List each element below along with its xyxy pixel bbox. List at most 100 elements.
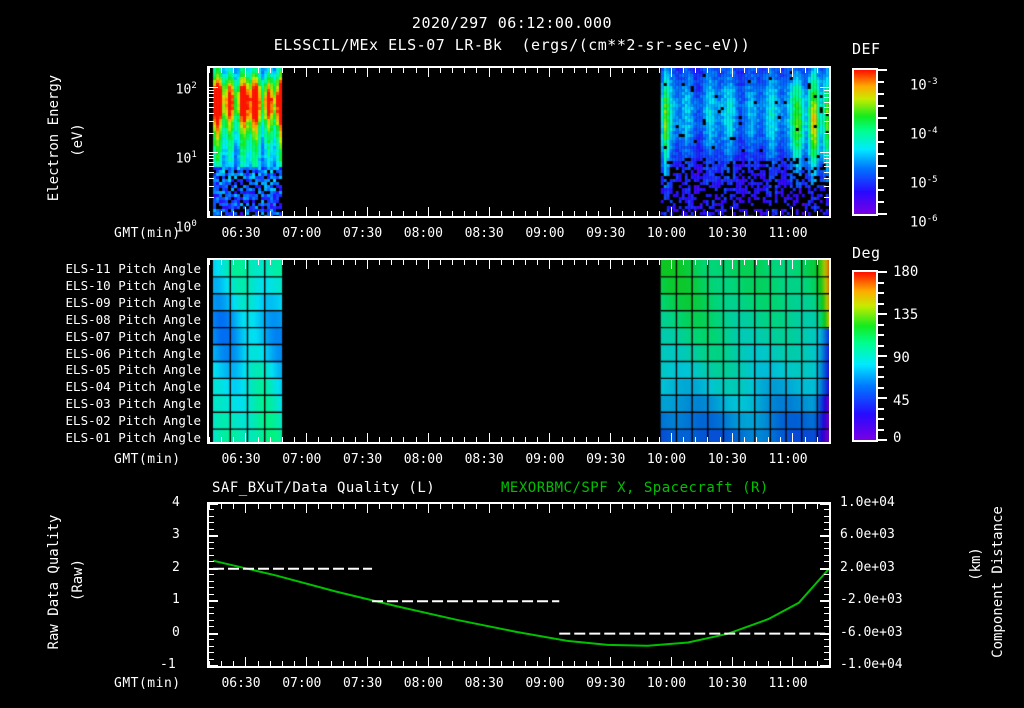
xtick-mark bbox=[269, 260, 271, 265]
xtick-mark bbox=[731, 68, 733, 77]
xtick-mark bbox=[476, 260, 478, 265]
panel-pitch-angle[interactable] bbox=[207, 258, 831, 444]
xtick-mark bbox=[719, 504, 721, 509]
xtick-mark bbox=[695, 504, 697, 509]
colorbar-tick bbox=[878, 344, 884, 347]
ytick-minor bbox=[209, 554, 214, 556]
ytick-minor bbox=[824, 554, 829, 556]
ytick-minor bbox=[824, 593, 829, 595]
ytick-minor bbox=[824, 509, 829, 511]
xtick-mark bbox=[403, 661, 405, 666]
xtick-mark bbox=[367, 504, 369, 513]
xtick-mark bbox=[816, 68, 818, 73]
xtick-mark bbox=[330, 504, 332, 509]
xtick-mark bbox=[695, 437, 697, 442]
quality-ytick-label: 3 bbox=[172, 527, 180, 543]
xtick-mark bbox=[464, 437, 466, 442]
ytick-mark bbox=[209, 177, 214, 179]
xtick-mark bbox=[731, 657, 733, 666]
xtick-mark bbox=[610, 657, 612, 666]
ytick-mark bbox=[209, 197, 214, 199]
xtick-mark bbox=[828, 211, 829, 216]
colorbar-tick bbox=[878, 428, 884, 431]
xtick-mark bbox=[403, 504, 405, 509]
xtick-mark bbox=[476, 437, 478, 442]
panel-energy-ytick-2: 102 bbox=[160, 66, 197, 97]
pitch-angle-row-label: ELS-09 Pitch Angle bbox=[65, 294, 201, 310]
colorbar-deg-title: Deg bbox=[852, 244, 881, 262]
xtick-mark bbox=[330, 211, 332, 216]
xtick-mark bbox=[573, 661, 575, 666]
xtick-mark bbox=[233, 504, 235, 509]
xtick-mark bbox=[269, 661, 271, 666]
xtick-mark bbox=[683, 437, 685, 442]
colorbar-tick bbox=[878, 105, 884, 107]
xtick-mark bbox=[245, 657, 247, 666]
xtick-mark bbox=[221, 661, 223, 666]
xtick-mark bbox=[391, 260, 393, 265]
xtick-mark bbox=[488, 504, 490, 513]
xtick-mark bbox=[488, 68, 490, 77]
xtick-mark bbox=[646, 68, 648, 73]
xtick-mark bbox=[403, 68, 405, 73]
ytick-mark bbox=[209, 90, 214, 92]
pitch-angle-row-label: ELS-06 Pitch Angle bbox=[65, 345, 201, 361]
xtick-mark bbox=[646, 504, 648, 509]
xtick-mark bbox=[379, 661, 381, 666]
xtick-label: 07:30 bbox=[343, 676, 383, 691]
xtick-mark bbox=[816, 211, 818, 216]
xtick-mark bbox=[719, 260, 721, 265]
ytick-mark bbox=[824, 93, 829, 95]
colorbar-deg-ticks bbox=[878, 270, 890, 442]
panel-energy-spectrogram[interactable] bbox=[207, 66, 831, 218]
xtick-label: 08:30 bbox=[464, 676, 504, 691]
colorbar-tick bbox=[878, 129, 884, 131]
xtick-mark bbox=[306, 433, 308, 442]
colorbar-def-label-2: 10-5 bbox=[893, 159, 938, 192]
colorbar-deg-label-45: 45 bbox=[893, 393, 910, 409]
ytick-minor bbox=[824, 528, 829, 530]
colorbar-def-label-0: 10-3 bbox=[893, 61, 938, 94]
pitch-angle-row-label: ELS-01 Pitch Angle bbox=[65, 430, 201, 446]
xtick-mark bbox=[622, 661, 624, 666]
cb-exponent: -6 bbox=[926, 214, 938, 224]
ytick-minor bbox=[824, 652, 829, 654]
ytick-minor bbox=[824, 561, 829, 563]
xtick-mark bbox=[318, 211, 320, 216]
xtick-label: 07:30 bbox=[343, 226, 383, 241]
xtick-mark bbox=[597, 211, 599, 216]
xtick-label: 09:30 bbox=[586, 676, 626, 691]
xtick-mark bbox=[683, 211, 685, 216]
ytick-mark bbox=[824, 132, 829, 134]
xtick-mark bbox=[804, 437, 806, 442]
xtick-mark bbox=[610, 68, 612, 77]
xtick-mark bbox=[610, 207, 612, 216]
xtick-label: 08:00 bbox=[403, 226, 443, 241]
quality-ytick-label: 2 bbox=[172, 559, 180, 575]
xtick-mark bbox=[379, 211, 381, 216]
xtick-mark bbox=[683, 68, 685, 73]
xtick-mark bbox=[415, 661, 417, 666]
xtick-mark bbox=[658, 260, 660, 265]
ytick-minor bbox=[824, 548, 829, 550]
xtick-mark bbox=[768, 437, 770, 442]
xtick-label: 09:00 bbox=[525, 452, 565, 467]
xtick-label: 09:30 bbox=[586, 452, 626, 467]
xtick-mark bbox=[525, 437, 527, 442]
xtick-mark bbox=[549, 207, 551, 216]
panel-data-quality[interactable] bbox=[207, 502, 831, 668]
xtick-mark bbox=[804, 211, 806, 216]
distance-ytick-label: 2.0e+03 bbox=[840, 559, 895, 575]
xtick-mark bbox=[257, 260, 259, 265]
colorbar-def-label-1: 10-4 bbox=[893, 110, 938, 143]
colorbar-tick bbox=[878, 69, 887, 71]
xtick-mark bbox=[427, 433, 429, 442]
xtick-mark bbox=[634, 661, 636, 666]
xtick-mark bbox=[500, 68, 502, 73]
colorbar-tick bbox=[878, 355, 887, 357]
colorbar-tick bbox=[878, 81, 884, 83]
ytick-mark bbox=[820, 567, 829, 570]
xtick-mark bbox=[780, 661, 782, 666]
xtick-mark bbox=[500, 661, 502, 666]
xtick-mark bbox=[792, 433, 794, 442]
